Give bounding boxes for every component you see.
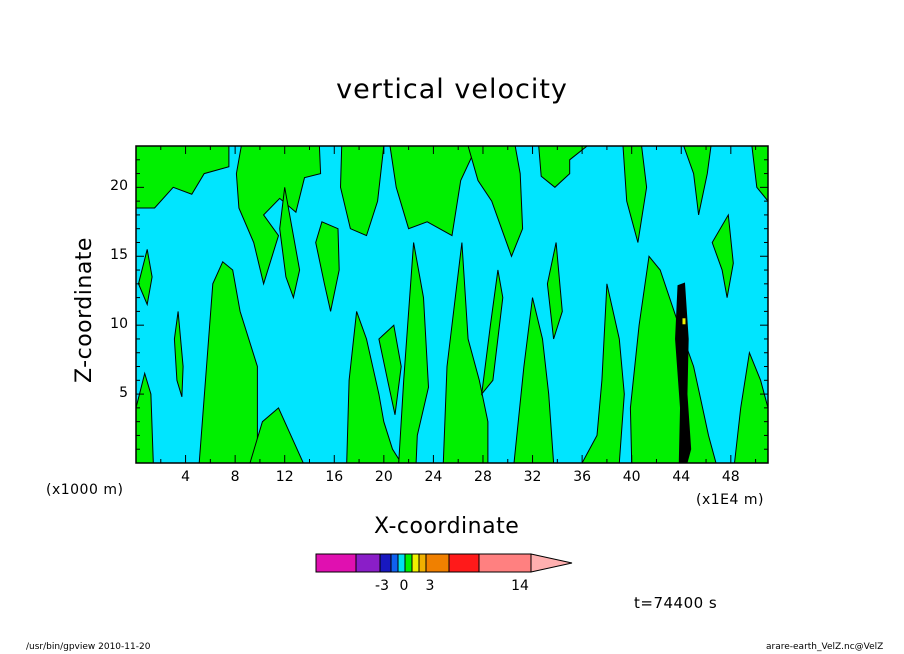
region-top-10 bbox=[235, 146, 322, 286]
chart-title: vertical velocity bbox=[336, 74, 568, 105]
region-column-18 bbox=[346, 311, 402, 463]
colorbar-arrow bbox=[530, 553, 573, 573]
region-top-17 bbox=[339, 146, 385, 237]
colorbar-segment bbox=[397, 553, 406, 573]
y-tick-label: 20 bbox=[110, 178, 128, 195]
x-tick-label: 44 bbox=[672, 469, 691, 485]
region-top-40 bbox=[622, 146, 648, 243]
region-top-28 bbox=[467, 146, 524, 258]
x-tick-label: 16 bbox=[325, 469, 344, 485]
y-axis-unit: (x1000 m) bbox=[46, 482, 124, 498]
y-tick-label: 5 bbox=[119, 385, 128, 402]
region-column-26 bbox=[442, 242, 489, 463]
x-tick-label: 24 bbox=[424, 469, 443, 485]
x-axis-unit: (x1E4 m) bbox=[696, 492, 764, 508]
y-tick-label: 10 bbox=[110, 316, 128, 333]
x-tick-label: 48 bbox=[721, 469, 740, 485]
region-bottom-left bbox=[136, 371, 154, 463]
colorbar-segment bbox=[404, 553, 413, 573]
plot-frame bbox=[135, 145, 769, 464]
colorbar-segment bbox=[425, 553, 450, 573]
region-left-blob bbox=[137, 249, 153, 307]
y-tick-label: 15 bbox=[110, 247, 128, 264]
region-column-12 bbox=[279, 187, 301, 300]
colorbar-tick-label: 14 bbox=[511, 578, 529, 594]
region-small-29 bbox=[480, 269, 504, 396]
colorbar-tick-label: -3 bbox=[375, 578, 389, 594]
colorbar-segment bbox=[379, 553, 392, 573]
region-small-20 bbox=[378, 324, 402, 415]
region-column-37 bbox=[581, 283, 625, 463]
x-tick-label: 12 bbox=[275, 469, 294, 485]
x-tick-label: 32 bbox=[523, 469, 542, 485]
x-tick-label: 28 bbox=[474, 469, 492, 485]
colorbar-segment bbox=[478, 553, 532, 573]
updraft-peak-speck bbox=[682, 318, 686, 325]
x-tick-label: 20 bbox=[374, 469, 393, 485]
region-top-33 bbox=[538, 146, 588, 188]
region-small-1 bbox=[173, 311, 184, 397]
footer-file-variable: arare-earth_VelZ.nc@VelZ bbox=[766, 642, 884, 652]
region-small-47 bbox=[711, 213, 734, 298]
region-column-15 bbox=[315, 221, 340, 312]
region-top-left bbox=[136, 146, 230, 209]
x-axis-label: X-coordinate bbox=[374, 514, 520, 539]
field-contours bbox=[136, 146, 768, 463]
footer-program-date: /usr/bin/gpview 2010-11-20 bbox=[26, 642, 151, 652]
x-tick-label: 40 bbox=[622, 469, 641, 485]
colorbar-tick-label: 0 bbox=[399, 578, 409, 594]
updraft-core bbox=[675, 282, 692, 463]
region-column-22 bbox=[398, 242, 430, 463]
colorbar-segment bbox=[418, 553, 427, 573]
region-top-45 bbox=[683, 146, 712, 216]
colorbar-segment bbox=[411, 553, 420, 573]
time-annotation: t=74400 s bbox=[634, 594, 718, 612]
x-tick-label: 4 bbox=[181, 469, 191, 485]
colorbar-segment bbox=[315, 553, 357, 573]
x-tick-label: 36 bbox=[573, 469, 592, 485]
region-bottom-right bbox=[733, 350, 768, 463]
colorbar-segment bbox=[390, 553, 399, 573]
colorbar-segment bbox=[448, 553, 480, 573]
colorbar-tick-label: 3 bbox=[425, 578, 435, 594]
region-bottom-10 bbox=[249, 407, 304, 463]
x-tick-label: 8 bbox=[230, 469, 240, 485]
region-small-34 bbox=[546, 242, 563, 340]
region-column-31 bbox=[513, 297, 555, 463]
colorbar-segment bbox=[355, 553, 381, 573]
